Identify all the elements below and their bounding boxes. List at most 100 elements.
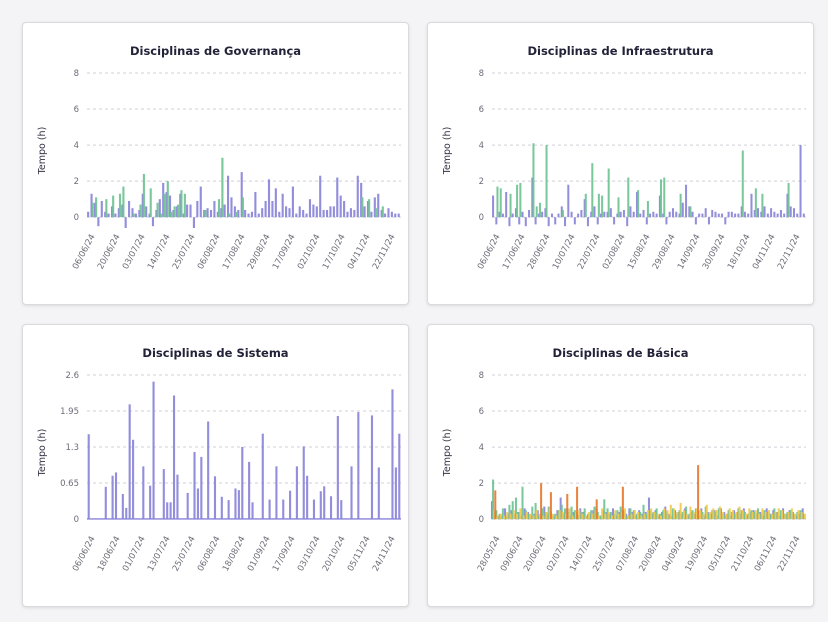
bar-yellow [594, 510, 597, 520]
bar-purple [577, 213, 580, 218]
bar-orange [494, 490, 497, 520]
bar-green [796, 511, 799, 520]
bar-green [626, 515, 629, 520]
bar-green [665, 511, 668, 520]
bar-purple [632, 211, 635, 218]
x-tick-label: 22/11/24 [776, 233, 803, 271]
bar-purple [220, 208, 223, 218]
bar-purple [602, 510, 605, 520]
bar-green [586, 513, 589, 520]
y-tick-label: 6 [74, 105, 79, 115]
bar-green [166, 181, 169, 218]
bar-green [132, 213, 135, 218]
bar-purple [645, 217, 648, 225]
bar-purple [394, 467, 397, 519]
bar-purple [688, 206, 691, 218]
x-tick-label: 25/07/24 [171, 535, 198, 573]
bar-purple [635, 191, 639, 218]
bar-purple [795, 515, 798, 520]
bar-purple [196, 200, 199, 218]
bar-purple [336, 177, 339, 218]
bar-yellow [676, 511, 679, 520]
bar-purple [498, 211, 501, 218]
bar-green [662, 510, 665, 520]
bar-purple [710, 513, 713, 520]
bar-yellow [646, 510, 649, 520]
bar-purple [753, 209, 756, 218]
bar-green [727, 510, 730, 520]
bar-purple [766, 213, 769, 218]
bar-purple [131, 208, 134, 218]
bar-purple [759, 511, 762, 520]
bar-purple [713, 510, 716, 520]
bar-green [508, 504, 511, 520]
bar-green [547, 506, 550, 520]
y-tick-label: 0 [479, 213, 484, 223]
bar-green [799, 510, 802, 520]
bar-purple [121, 494, 124, 519]
bar-purple [596, 217, 599, 225]
bar-purple [747, 213, 750, 218]
bar-green [658, 513, 661, 520]
bar-purple [556, 510, 559, 520]
bar-yellow [722, 511, 725, 520]
bar-purple [598, 515, 601, 520]
bar-purple [700, 508, 703, 520]
bar-purple [241, 446, 244, 519]
x-tick-label: 29/08/24 [246, 233, 273, 271]
bar-purple [567, 184, 570, 218]
bar-purple [189, 204, 192, 218]
bar-purple [799, 145, 802, 218]
bar-purple [704, 208, 707, 218]
bar-purple [681, 202, 684, 218]
chart-card-infraestrutura: Disciplinas de Infraestrutura 0 2 4 6 8 Tempo… [427, 22, 814, 305]
bar-purple [213, 200, 216, 218]
bar-purple [302, 209, 305, 218]
bar-green [112, 195, 115, 218]
bar-green [737, 508, 740, 520]
bar-purple [230, 197, 233, 218]
x-tick-label: 17/08/24 [221, 233, 248, 271]
bar-purple [798, 513, 801, 520]
bar-purple [801, 508, 804, 520]
bar-yellow [800, 511, 803, 520]
bar-green [792, 513, 796, 520]
bar-purple [782, 508, 785, 520]
bar-purple [186, 204, 189, 218]
bar-green [753, 511, 756, 520]
bar-purple [114, 213, 117, 218]
bar-purple [257, 213, 260, 218]
bar-green [521, 486, 524, 520]
bar-purple [325, 209, 329, 218]
bar-green [760, 513, 763, 520]
bar-green [600, 515, 603, 520]
bar-yellow [561, 511, 564, 520]
bar-green [511, 501, 514, 520]
bar-yellow [509, 513, 512, 520]
bar-purple [628, 508, 631, 520]
bar-purple [199, 186, 202, 218]
bar-yellow [555, 515, 558, 520]
bar-purple [158, 199, 161, 218]
bar-yellow [659, 515, 663, 520]
bar-purple [237, 490, 240, 519]
bar-purple [319, 175, 322, 218]
x-tick-label: 18/06/24 [96, 535, 123, 573]
x-tick-label: 17/10/24 [321, 233, 348, 271]
bar-purple [786, 193, 789, 218]
bar-yellow [695, 508, 698, 520]
bar-purple [384, 213, 387, 218]
bar-purple [586, 217, 589, 227]
bar-green [495, 510, 498, 520]
chart-card-basica: Disciplinas de Básica 0 2 4 6 8 Tempo (h) 28/0… [427, 324, 814, 607]
x-tick-label: 02/10/24 [296, 233, 323, 271]
bar-green [149, 188, 152, 218]
bar-purple [295, 213, 298, 218]
bar-green [554, 513, 557, 520]
bar-purple [517, 511, 520, 520]
bar-purple [564, 217, 567, 227]
x-tick-label: 17/09/24 [271, 233, 298, 271]
bar-purple [323, 486, 326, 519]
bar-green [675, 513, 678, 520]
bar-purple [513, 513, 516, 520]
